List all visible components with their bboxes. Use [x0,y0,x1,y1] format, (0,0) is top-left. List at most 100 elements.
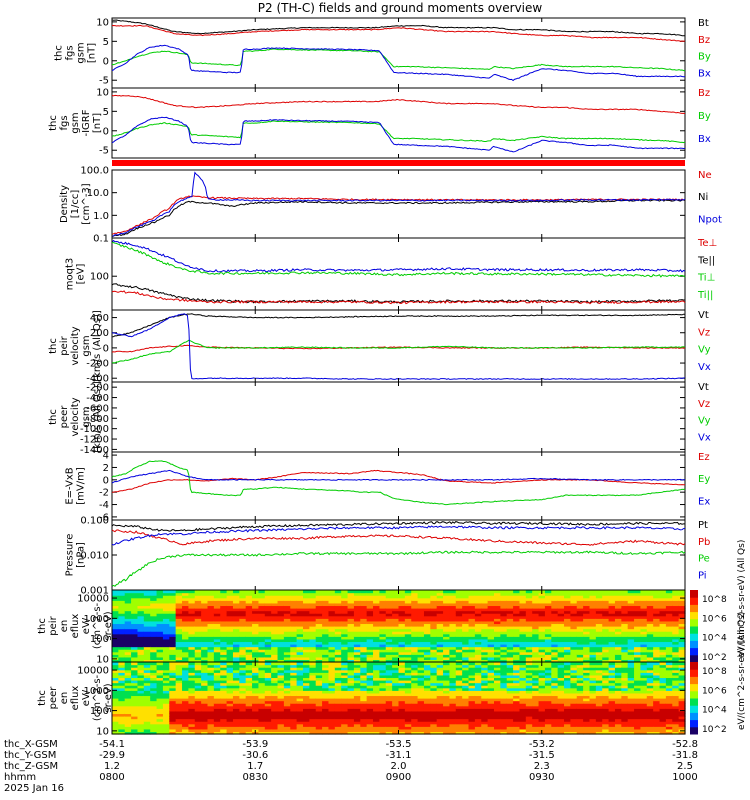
spectrogram-cell [131,626,139,630]
spectrogram-cell [576,726,584,730]
spectrogram-cell [506,613,514,617]
spectrogram-cell [290,731,298,735]
spectrogram-cell [162,677,170,681]
spectrogram-cell [315,685,323,689]
spectrogram-cell [525,590,533,594]
spectrogram-cell [131,667,139,671]
spectrogram-cell [182,659,189,663]
spectrogram-cell [525,680,533,684]
spectrogram-cell [328,618,336,622]
spectrogram-cell [423,654,431,658]
spectrogram-cell [443,695,451,699]
spectrogram-cell [277,608,285,612]
spectrogram-cell [398,613,406,617]
spectrogram-cell [188,638,196,643]
spectrogram-cell [589,695,597,699]
spectrogram-cell [672,610,680,614]
spectrogram-cell [385,695,393,699]
spectrogram-cell [653,600,661,604]
spectrogram-cell [455,620,463,625]
spectrogram-cell [245,651,253,655]
spectrogram-cell [678,590,686,594]
spectrogram-cell [494,644,501,648]
spectrogram-cell [156,649,164,653]
spectrogram-cell [525,597,533,601]
spectrogram-cell [640,613,648,617]
spectrogram-cell [322,731,330,735]
spectrogram-cell [583,608,591,612]
spectrogram-cell [309,677,317,681]
spectrogram-cell [468,690,476,694]
spectrogram-cell [182,638,189,643]
spectrogram-cell [137,728,145,733]
spectrogram-cell [443,710,451,715]
spectrogram-cell [532,674,540,679]
spectrogram-cell [303,600,310,604]
spectrogram-cell [118,721,126,725]
spectrogram-cell [245,597,253,601]
spectrogram-cell [481,654,489,658]
spectrogram-cell [258,667,266,671]
spectrogram-cell [653,628,661,632]
spectrogram-cell [131,595,139,599]
spectrogram-cell [430,672,438,676]
spectrogram-cell [220,692,228,697]
spectrogram-cell [124,597,132,601]
spectrogram-cell [124,615,132,619]
spectrogram-cell [468,662,476,666]
spectrogram-cell [443,664,451,668]
spectrogram-cell [245,718,253,722]
spectrogram-cell [360,659,368,663]
spectrogram-cell [487,602,495,607]
spectrogram-cell [232,628,240,632]
spectrogram-cell [201,641,209,645]
spectrogram-cell [131,600,139,604]
spectrogram-cell [500,633,508,637]
spectrogram-cell [487,646,495,650]
spectrogram-cell [156,708,164,712]
spectrogram-cell [239,672,247,676]
spectrogram-cell [239,651,247,655]
spectrogram-cell [449,687,457,691]
spectrogram-cell [462,613,470,617]
spectrogram-cell [385,610,393,614]
spectrogram-cell [544,677,552,681]
spectrogram-cell [532,600,540,604]
spectrogram-cell [392,726,400,730]
spectrogram-cell [417,703,425,707]
spectrogram-cell [417,618,425,622]
spectrogram-cell [258,641,266,645]
spectrogram-cell [678,659,686,663]
spectrogram-cell [583,669,591,673]
spectrogram-cell [226,662,234,666]
spectrogram-cell [551,628,559,632]
spectrogram-cell [143,692,151,697]
spectrogram-cell [124,695,132,699]
spectrogram-cell [602,628,610,632]
spectrogram-cell [131,605,139,609]
spectrogram-cell [201,690,209,694]
spectrogram-cell [309,698,317,702]
spectrogram-cell [538,716,546,720]
spectrogram-cell [411,649,419,653]
spectrogram-cell [124,662,132,666]
spectrogram-cell [213,728,221,733]
spectrogram-cell [385,687,393,691]
spectrogram-cell [455,646,463,650]
spectrogram-cell [436,662,444,666]
spectrogram-cell [404,590,412,594]
spectrogram-cell [207,703,215,707]
spectrogram-cell [137,662,145,666]
spectrogram-cell [659,613,667,617]
spectrogram-cell [334,664,342,668]
spectrogram-cell [532,628,540,632]
spectrogram-cell [551,644,559,648]
spectrogram-cell [150,605,158,609]
spectrogram-cell [360,608,368,612]
spectrogram-cell [303,631,310,635]
spectrogram-cell [462,649,470,653]
spectrogram-cell [430,669,438,673]
spectrogram-cell [264,703,272,707]
spectrogram-cell [570,669,578,673]
